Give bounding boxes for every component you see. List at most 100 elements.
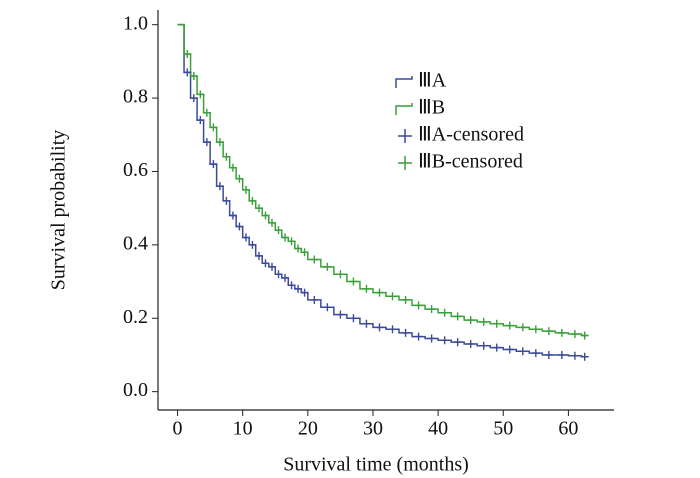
censor-mark	[323, 262, 332, 271]
censor-mark	[235, 174, 244, 183]
censor-mark	[557, 328, 566, 337]
censor-mark	[300, 288, 309, 297]
censor-mark	[202, 138, 211, 147]
censor-mark	[557, 350, 566, 359]
censor-mark	[362, 284, 371, 293]
survival-curve	[177, 23, 588, 337]
censor-mark	[222, 196, 231, 205]
censor-mark	[544, 327, 553, 336]
x-tick-label: 0	[173, 418, 183, 440]
censor-mark	[580, 352, 589, 361]
censor-mark	[401, 295, 410, 304]
y-tick-label: 0.4	[123, 232, 148, 254]
censor-mark	[241, 185, 250, 194]
censor-mark	[268, 262, 276, 271]
censor-mark	[235, 222, 244, 231]
censor-mark	[209, 160, 218, 169]
censor-mark	[505, 345, 514, 354]
x-axis-title: Survival time (months)	[283, 454, 469, 476]
censor-mark	[336, 310, 345, 319]
censor-mark	[375, 323, 384, 332]
censor-mark	[466, 339, 475, 348]
censor-mark	[492, 319, 501, 328]
censor-mark	[310, 255, 319, 264]
censor-mark	[518, 323, 527, 332]
y-tick-label: 1.0	[123, 12, 148, 34]
legend-label: ⅢB	[418, 97, 445, 119]
censor-mark	[310, 295, 319, 304]
x-tick-label: 20	[298, 418, 318, 440]
censor-mark	[440, 308, 449, 317]
censor-mark	[261, 211, 270, 220]
censor-mark	[531, 325, 540, 334]
legend-label: ⅢA-censored	[418, 124, 524, 146]
censor-mark	[281, 233, 290, 242]
y-tick-label: 0.8	[123, 86, 148, 108]
censor-mark	[362, 319, 371, 328]
censor-mark	[427, 305, 436, 314]
censor-mark	[580, 331, 589, 340]
censor-mark	[248, 196, 257, 205]
y-tick-label: 0.2	[123, 306, 148, 328]
censor-mark	[261, 259, 270, 268]
legend-label: ⅢA	[418, 70, 447, 92]
censor-mark	[281, 273, 290, 282]
censor-mark	[336, 270, 345, 279]
censor-mark	[479, 317, 488, 326]
x-tick-label: 10	[233, 418, 253, 440]
censor-mark	[287, 281, 296, 290]
censor-mark	[241, 233, 250, 242]
censor-mark	[215, 138, 224, 147]
censor-mark	[427, 334, 436, 343]
censor-mark	[518, 347, 527, 356]
censor-mark	[300, 248, 309, 257]
censor-mark	[453, 312, 462, 321]
censor-mark	[531, 349, 540, 358]
censor-mark	[189, 94, 198, 103]
censor-mark	[209, 123, 218, 132]
censor-mark	[466, 316, 475, 325]
legend-swatch	[398, 156, 412, 170]
censor-mark	[222, 152, 231, 161]
censor-mark	[274, 270, 283, 279]
censor-mark	[453, 338, 462, 347]
censor-mark	[323, 303, 332, 312]
censor-mark	[440, 336, 449, 345]
legend-swatch	[398, 129, 412, 143]
survival-curve	[177, 23, 588, 358]
censor-mark	[505, 321, 514, 330]
censor-mark	[268, 218, 276, 227]
censor-mark	[183, 68, 192, 77]
censor-mark	[294, 244, 303, 253]
legend-swatch	[395, 103, 413, 115]
x-tick-label: 60	[558, 418, 578, 440]
censor-mark	[189, 72, 198, 81]
censor-mark	[228, 163, 237, 172]
censor-mark	[274, 226, 283, 235]
y-tick-label: 0.6	[123, 159, 148, 181]
censor-mark	[375, 288, 384, 297]
censor-mark	[254, 204, 263, 213]
legend-label: ⅢB-censored	[418, 151, 523, 173]
censor-mark	[388, 325, 397, 334]
censor-mark	[414, 301, 423, 310]
censor-mark	[287, 237, 296, 246]
censor-mark	[570, 351, 579, 360]
censor-mark	[544, 350, 553, 359]
x-tick-label: 30	[363, 418, 383, 440]
censor-mark	[228, 211, 237, 220]
y-axis-title: Survival probability	[48, 130, 70, 291]
censor-mark	[254, 251, 263, 260]
x-tick-label: 50	[493, 418, 513, 440]
censor-mark	[479, 341, 488, 350]
censor-mark	[196, 116, 205, 125]
censor-mark	[492, 343, 501, 352]
censor-mark	[401, 328, 410, 337]
censor-mark	[294, 284, 303, 293]
censor-mark	[248, 240, 257, 249]
censor-mark	[388, 292, 397, 301]
censor-mark	[349, 314, 358, 323]
censor-mark	[196, 90, 205, 99]
x-tick-label: 40	[428, 418, 448, 440]
